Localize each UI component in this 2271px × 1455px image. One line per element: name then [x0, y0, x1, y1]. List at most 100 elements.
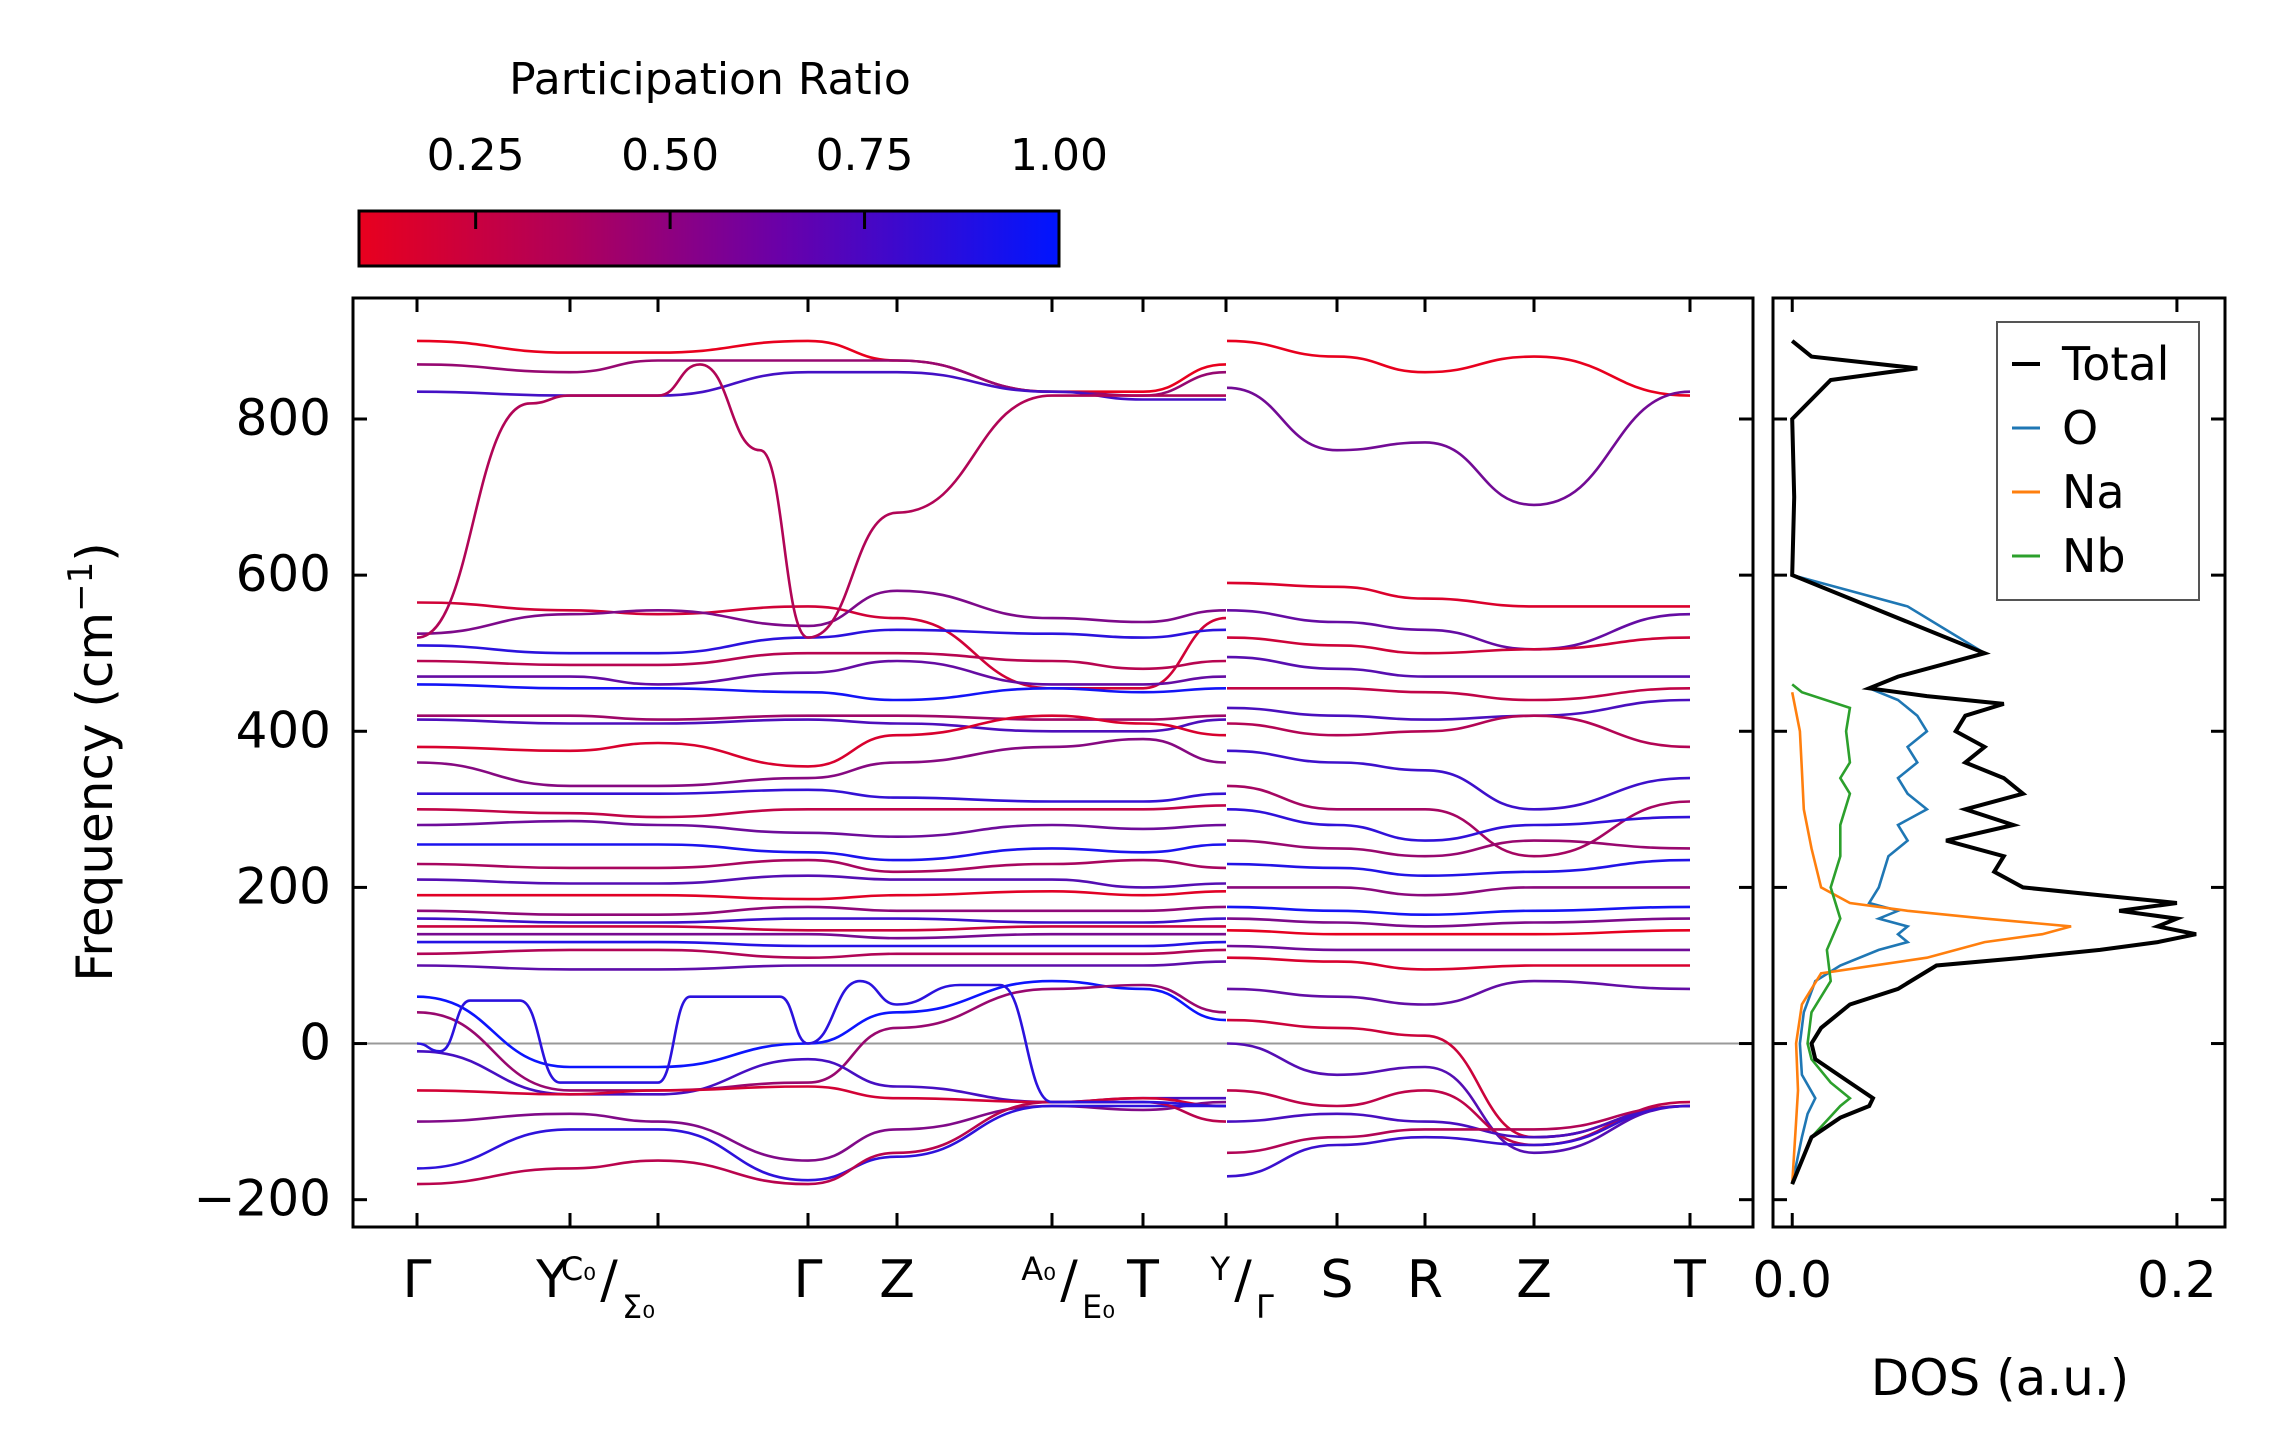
x-tick-label-slash: /: [1234, 1250, 1252, 1310]
band-line: [416, 628, 1227, 655]
dos-line-o: [1790, 339, 1988, 1185]
colorbar-ticks: 0.25 0.50 0.75 1.00: [427, 130, 1108, 229]
legend-label: Na: [2062, 465, 2125, 519]
band-line: [1226, 749, 1691, 811]
band-line: [416, 819, 1227, 839]
band-line: [416, 889, 1227, 901]
band-line: [1226, 839, 1691, 858]
band-line: [417, 843, 1227, 862]
colorbar: Participation Ratio 0.25 0.50 0.75 1.00: [357, 54, 1108, 268]
dos-line-nb: [1790, 683, 1852, 1185]
band-line: [416, 1100, 1227, 1162]
x-axis-label-dos: DOS (a.u.): [1871, 1349, 2130, 1407]
band-line: [416, 925, 1226, 932]
band-line: [1226, 1104, 1691, 1178]
band-line: [416, 589, 1227, 635]
y-tick-label: 800: [236, 389, 331, 447]
band-line: [417, 659, 1227, 686]
x-tick-label-sub: Γ: [1256, 1288, 1274, 1326]
dos-x-tick-label: 0.2: [2137, 1251, 2217, 1309]
x-tick-label: T: [1673, 1250, 1706, 1310]
band-line: [416, 359, 1227, 397]
band-line: [1226, 386, 1691, 507]
x-tick-label: Z: [879, 1250, 915, 1310]
band-line: [416, 363, 1226, 639]
dos-lines: [1790, 339, 2197, 1185]
band-line: [416, 983, 1227, 1092]
band-line: [416, 714, 1227, 768]
dos-x-tick-label: 0.0: [1752, 1251, 1832, 1309]
band-line: [417, 714, 1227, 721]
dos-line-na: [1790, 691, 2072, 1185]
band-line: [1226, 944, 1690, 952]
band-line: [416, 718, 1227, 733]
band-line: [1226, 636, 1691, 655]
band-line: [1226, 1104, 1691, 1155]
colorbar-tick-label: 0.75: [816, 130, 914, 181]
y-tick-label: 400: [236, 701, 331, 759]
band-line: [1226, 784, 1691, 858]
legend-box: [1996, 321, 2200, 601]
band-line: [416, 651, 1227, 671]
band-line: [416, 948, 1227, 960]
band-line: [417, 940, 1227, 948]
legend: Total O Na Nb: [1996, 321, 2200, 601]
band-line: [416, 960, 1227, 971]
x-tick-label: S: [1320, 1250, 1353, 1310]
band-line: [416, 917, 1227, 924]
x-tick-label-sup: A₀: [1021, 1250, 1056, 1288]
dos-axes: 0.0 0.2: [1752, 298, 2225, 1309]
band-line: [416, 995, 809, 1084]
x-tick-label: R: [1407, 1250, 1443, 1310]
x-tick-label-sub: Σ₀: [622, 1288, 655, 1326]
dos-plot-frame: [1771, 296, 2227, 1229]
x-tick-label-compound: YC₀ / Σ₀: [535, 1250, 655, 1326]
colorbar-title: Participation Ratio: [509, 54, 911, 105]
legend-label: Total: [2061, 337, 2169, 391]
y-tick-label: 600: [236, 545, 331, 603]
x-tick-label: Y: [535, 1250, 568, 1310]
band-line: [1226, 609, 1691, 651]
band-line: [1226, 714, 1691, 749]
band-line: [416, 737, 1227, 788]
x-tick-label-sup: C₀: [561, 1250, 596, 1288]
legend-label: O: [2062, 401, 2098, 455]
band-line: [416, 339, 1227, 394]
x-tick-label: Z: [1516, 1250, 1552, 1310]
band-line: [1226, 917, 1691, 928]
colorbar-gradient: [357, 209, 1061, 268]
x-tick-label-compound: A₀ / E₀: [1021, 1250, 1115, 1326]
legend-label: Nb: [2062, 529, 2126, 583]
band-line: [416, 874, 1227, 889]
x-tick-label: Γ: [794, 1250, 823, 1310]
band-line: [416, 905, 1227, 917]
y-tick-label: 200: [236, 857, 331, 915]
x-tick-label-slash: /: [1060, 1250, 1078, 1310]
colorbar-tick-label: 1.00: [1010, 130, 1108, 181]
dos-line-total: [1790, 339, 2197, 1185]
band-lines: [353, 339, 1753, 1186]
band-line: [1226, 1042, 1691, 1155]
band-line: [1226, 1104, 1691, 1139]
x-tick-label-sup: Y: [1209, 1250, 1230, 1288]
x-tick-label-compound: Y / Γ: [1209, 1250, 1274, 1326]
band-line: [1226, 929, 1691, 936]
band-line: [416, 1085, 1227, 1108]
band-line: [1226, 886, 1690, 897]
colorbar-tick-label: 0.50: [621, 130, 719, 181]
band-line: [1226, 581, 1690, 608]
band-line: [416, 804, 1227, 819]
band-line: [417, 788, 1227, 803]
band-line: [1226, 698, 1691, 721]
y-axis-label: Frequency (cm−1): [61, 542, 124, 982]
band-line: [1226, 655, 1690, 678]
band-plot-frame: [351, 296, 1755, 1229]
band-line: [416, 601, 1227, 690]
y-tick-label: −200: [194, 1170, 331, 1228]
band-line: [416, 979, 1227, 1069]
y-tick-label: 0: [299, 1014, 331, 1072]
band-line: [416, 683, 1227, 702]
legend-items: Total O Na Nb: [2012, 337, 2169, 583]
